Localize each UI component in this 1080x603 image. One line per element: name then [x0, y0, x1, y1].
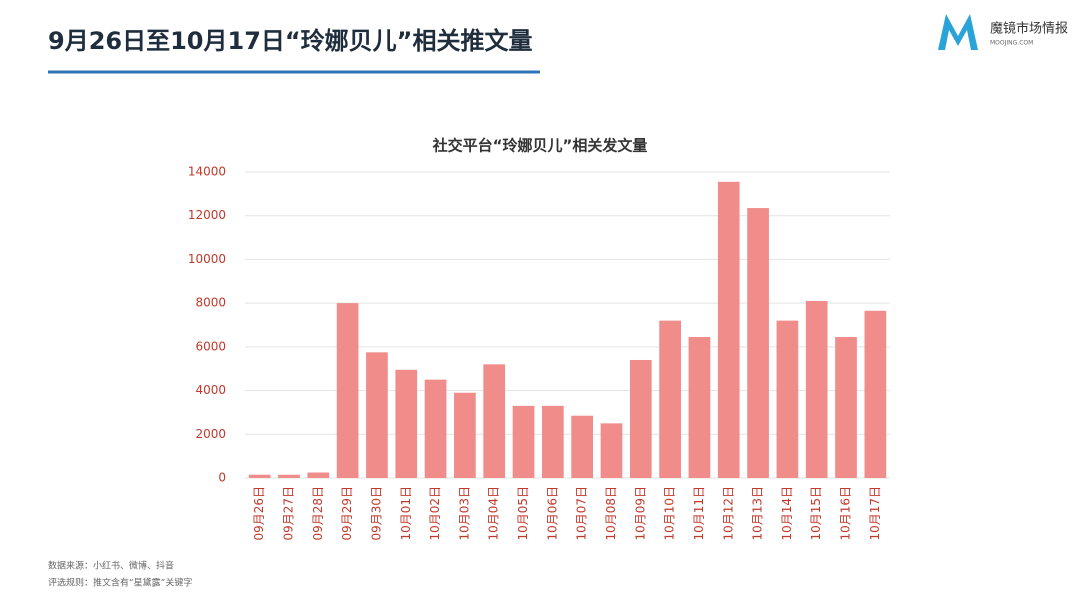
x-tick-label: 09月26日	[252, 486, 266, 541]
x-tick-label: 10月13日	[751, 486, 765, 541]
x-tick-label: 09月28日	[311, 486, 325, 541]
x-tick-label: 10月07日	[575, 486, 589, 541]
chart-title: 社交平台“玲娜贝儿”相关发文量	[432, 137, 648, 155]
bar	[776, 320, 799, 478]
x-tick-label: 09月27日	[281, 486, 295, 541]
bar	[366, 352, 388, 478]
x-tick-label: 10月10日	[663, 486, 677, 541]
bar	[571, 415, 594, 478]
x-tick-label: 09月30日	[369, 486, 383, 541]
bar	[835, 337, 857, 478]
x-tick-label: 10月17日	[868, 486, 882, 541]
bar	[483, 364, 506, 478]
bar	[278, 474, 300, 478]
bar	[805, 300, 828, 478]
x-tick-label: 09月29日	[340, 486, 354, 541]
bar	[659, 320, 681, 478]
bar	[512, 405, 535, 478]
x-tick-label: 10月02日	[428, 486, 442, 541]
x-tick-label: 10月14日	[780, 486, 794, 541]
bar	[688, 337, 711, 478]
x-tick-label: 10月16日	[839, 486, 853, 541]
y-tick-label: 6000	[195, 339, 226, 353]
logo-mark	[938, 14, 978, 50]
bar	[864, 310, 887, 478]
bar	[541, 405, 564, 478]
logo-url: MOOJING.COM	[990, 40, 1033, 47]
bar	[629, 359, 652, 478]
bar	[395, 369, 418, 478]
y-tick-label: 8000	[195, 296, 226, 310]
x-tick-label: 10月03日	[457, 486, 471, 541]
bar	[424, 379, 447, 478]
footnote: 数据来源：小红书、微博、抖音	[48, 560, 174, 572]
bar	[600, 423, 623, 478]
x-tick-label: 10月11日	[692, 486, 706, 541]
y-tick-label: 4000	[195, 383, 226, 397]
y-tick-label: 12000	[188, 208, 226, 222]
bar	[747, 208, 769, 479]
y-tick-label: 10000	[188, 252, 226, 266]
bar	[307, 472, 330, 478]
bar	[717, 181, 740, 479]
bar	[336, 303, 359, 478]
x-tick-label: 10月05日	[516, 486, 530, 541]
page-title: 9月26日至10月17日“玲娜贝儿”相关推文量	[48, 27, 532, 55]
y-tick-label: 14000	[188, 165, 226, 179]
y-tick-label: 2000	[195, 427, 226, 441]
logo-name: 魔镜市场情报	[990, 21, 1068, 37]
x-tick-label: 10月06日	[545, 486, 559, 541]
x-tick-label: 10月04日	[487, 486, 501, 541]
x-tick-label: 10月08日	[604, 486, 618, 541]
x-tick-label: 10月09日	[633, 486, 647, 541]
x-tick-label: 10月12日	[721, 486, 735, 541]
bar	[248, 474, 271, 478]
footnote: 评选规则：推文含有“星黛露”关键字	[48, 577, 192, 589]
x-tick-label: 10月15日	[809, 486, 823, 541]
x-tick-label: 10月01日	[399, 486, 413, 541]
y-tick-label: 0	[218, 471, 226, 485]
bar	[454, 392, 476, 478]
